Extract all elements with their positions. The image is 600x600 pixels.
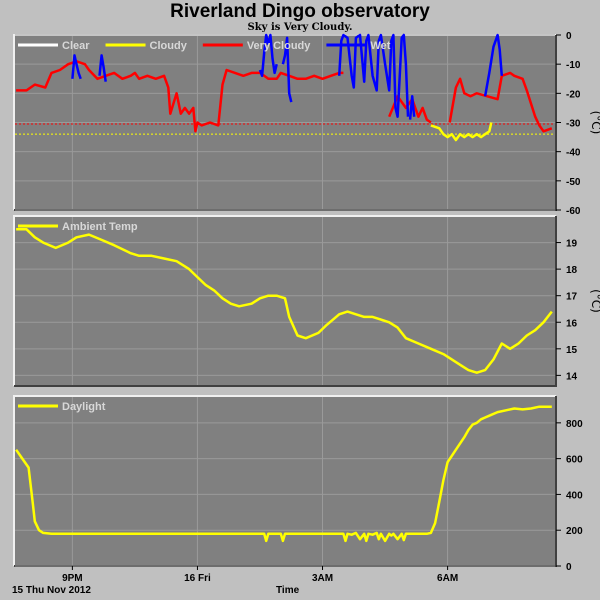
sky-y-tick-label: 0 (566, 31, 572, 42)
ambient-y-tick-label: 18 (566, 265, 578, 276)
ambient-bevel-dark (14, 216, 557, 387)
ambient-panel: 14 15 16 17 18 19 (°C) Ambient Temp (13, 215, 600, 387)
date-label: 15 Thu Nov 2012 (12, 585, 91, 596)
ambient-y-tick-label: 17 (566, 292, 578, 303)
sky-series-line-3 (430, 122, 493, 142)
sky-series-line-7 (281, 36, 293, 103)
sky-series-line-10 (483, 33, 504, 97)
sky-series-line-0 (16, 60, 344, 133)
sky-panel: 0 -10 -20 -30 -40 -50 -60 (°C) Clear Cloudy Very C… (13, 31, 600, 217)
x-tick-label: 6AM (437, 573, 458, 584)
daylight-y-tick-label: 600 (566, 455, 583, 466)
sky-y-tick-label: -60 (566, 206, 581, 217)
x-tick-label: 3AM (312, 573, 333, 584)
ambient-unit-label: (°C) (589, 289, 600, 313)
sky-legend-label-1: Cloudy (150, 40, 188, 52)
sky-y-tick-label: -50 (566, 177, 581, 188)
daylight-plot-background (14, 396, 556, 566)
page-title: Riverland Dingo observatory (170, 1, 430, 22)
daylight-series-line-0 (15, 405, 552, 543)
x-axis-label: Time (276, 585, 300, 596)
sky-series-line-2 (448, 71, 553, 133)
sky-legend-label-2: Very Cloudy (247, 40, 311, 52)
ambient-legend-label-0: Ambient Temp (62, 221, 138, 233)
sky-series-line-8 (337, 33, 410, 118)
ambient-y-tick-label: 14 (566, 371, 578, 382)
sky-y-tick-label: -20 (566, 89, 581, 100)
daylight-legend-label-0: Daylight (62, 401, 106, 413)
x-tick-label: 9PM (62, 573, 83, 584)
sky-y-tick-label: -40 (566, 148, 581, 159)
sky-unit-label: (°C) (589, 111, 600, 135)
ambient-series-line-0 (16, 228, 553, 374)
daylight-panel: 0 200 400 600 800 Daylight (13, 395, 583, 573)
ambient-bevel-light (13, 215, 556, 386)
sky-series-line-4 (71, 54, 82, 80)
sky-y-tick-label: -10 (566, 60, 581, 71)
x-tick-label: 16 Fri (184, 573, 211, 584)
sky-y-tick-label: -30 (566, 119, 581, 130)
sky-status: Sky is Very Cloudy. (247, 22, 353, 33)
sky-series-line-9 (408, 95, 416, 120)
sky-legend-label-0: Clear (62, 40, 90, 52)
daylight-y-tick-label: 0 (566, 562, 572, 573)
daylight-bevel-light (13, 395, 556, 566)
daylight-y-tick-label: 400 (566, 490, 583, 501)
sky-series-line-6 (258, 33, 278, 78)
sky-legend-label-3: Wet (370, 40, 390, 52)
ambient-y-tick-label: 19 (566, 239, 578, 250)
ambient-y-tick-label: 15 (566, 345, 578, 356)
daylight-y-tick-label: 800 (566, 419, 583, 430)
ambient-y-tick-label: 16 (566, 318, 578, 329)
sky-series-line-5 (98, 54, 107, 82)
daylight-y-tick-label: 200 (566, 526, 583, 537)
